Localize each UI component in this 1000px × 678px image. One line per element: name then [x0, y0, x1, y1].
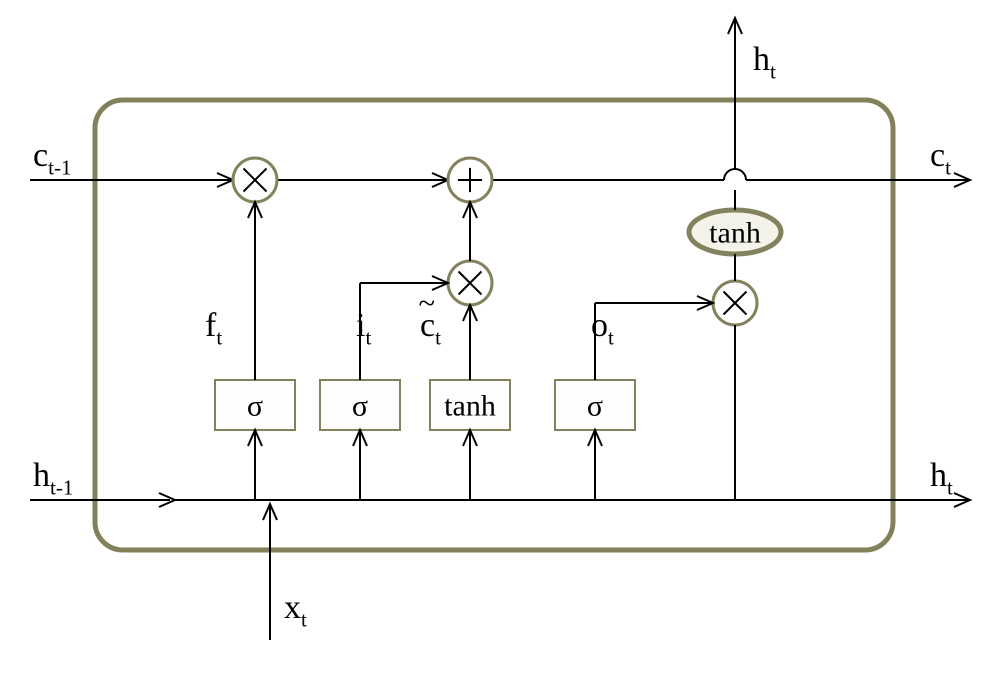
- sigma-gate-i-label: σ: [352, 390, 368, 423]
- sigma-gate-f-label: σ: [247, 390, 263, 423]
- tanh-gate-c-label: tanh: [444, 390, 496, 423]
- sigma-gate-o-label: σ: [587, 390, 603, 423]
- tanh-ellipse-label: tanh: [709, 217, 761, 250]
- svg-text:~: ~: [419, 286, 436, 320]
